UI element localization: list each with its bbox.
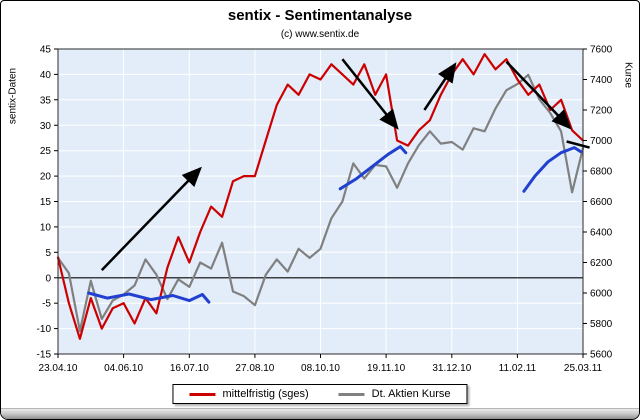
left-tick-label: -10: [37, 324, 52, 335]
left-tick-label: -15: [37, 350, 52, 361]
dax-kurse-line: [56, 73, 585, 333]
blue-scribble: [87, 291, 211, 304]
x-tick-label: 19.11.10: [367, 363, 406, 374]
trend-arrow: [341, 58, 399, 130]
left-tick-label: 45: [40, 45, 52, 56]
right-tick-label: 5800: [590, 319, 613, 330]
legend: mittelfristig (sges) Dt. Aktien Kurse: [172, 384, 468, 404]
right-tick-label: 7600: [590, 45, 613, 56]
right-tick-label: 7200: [590, 106, 613, 117]
x-tick-label: 25.03.11: [564, 363, 603, 374]
right-tick-label: 7000: [590, 136, 613, 147]
right-tick-label: 6000: [590, 289, 613, 300]
left-tick-label: 15: [40, 197, 52, 208]
right-tick-label: 6200: [590, 258, 613, 269]
window-bottom-strip: [1, 408, 639, 419]
x-tick-label: 27.08.10: [235, 363, 274, 374]
x-tick-label: 16.07.10: [170, 363, 209, 374]
left-tick-label: 5: [45, 248, 51, 259]
left-tick-label: 35: [40, 95, 52, 106]
x-tick-label: 11.02.11: [499, 363, 537, 374]
blue-scribble: [338, 145, 408, 191]
x-tick-label: 04.06.10: [104, 363, 143, 374]
right-tick-label: 6400: [590, 228, 613, 239]
left-tick-label: 20: [40, 172, 52, 183]
left-tick-label: 10: [40, 222, 52, 233]
legend-label-sentiment: mittelfristig (sges): [222, 388, 309, 400]
right-tick-label: 6600: [590, 197, 613, 208]
left-tick-label: 0: [45, 273, 51, 284]
left-tick-label: 25: [40, 146, 52, 157]
annotation-line: [566, 140, 590, 149]
legend-item-dax: Dt. Aktien Kurse: [338, 388, 451, 400]
trend-arrow: [505, 60, 572, 130]
legend-gray-line-swatch: [338, 392, 365, 396]
chart-subtitle: (c) www.sentix.de: [280, 29, 360, 40]
trend-arrow: [100, 166, 202, 271]
legend-red-line-swatch: [189, 392, 216, 396]
x-tick-label: 31.12.10: [432, 363, 471, 374]
legend-label-dax: Dt. Aktien Kurse: [371, 388, 451, 400]
x-tick-label: 23.04.10: [39, 363, 78, 374]
right-tick-label: 7400: [590, 75, 613, 86]
trend-arrow: [423, 62, 457, 111]
legend-item-sentiment: mittelfristig (sges): [189, 388, 309, 400]
right-tick-label: 6800: [590, 167, 613, 178]
right-tick-label: 5600: [590, 350, 613, 361]
chart-title: sentix - Sentimentanalyse: [227, 7, 413, 24]
left-tick-label: 30: [40, 121, 52, 132]
blue-scribble: [522, 146, 583, 193]
left-tick-label: 40: [40, 70, 52, 81]
x-tick-label: 08.10.10: [301, 363, 340, 374]
left-tick-label: -5: [42, 299, 51, 310]
